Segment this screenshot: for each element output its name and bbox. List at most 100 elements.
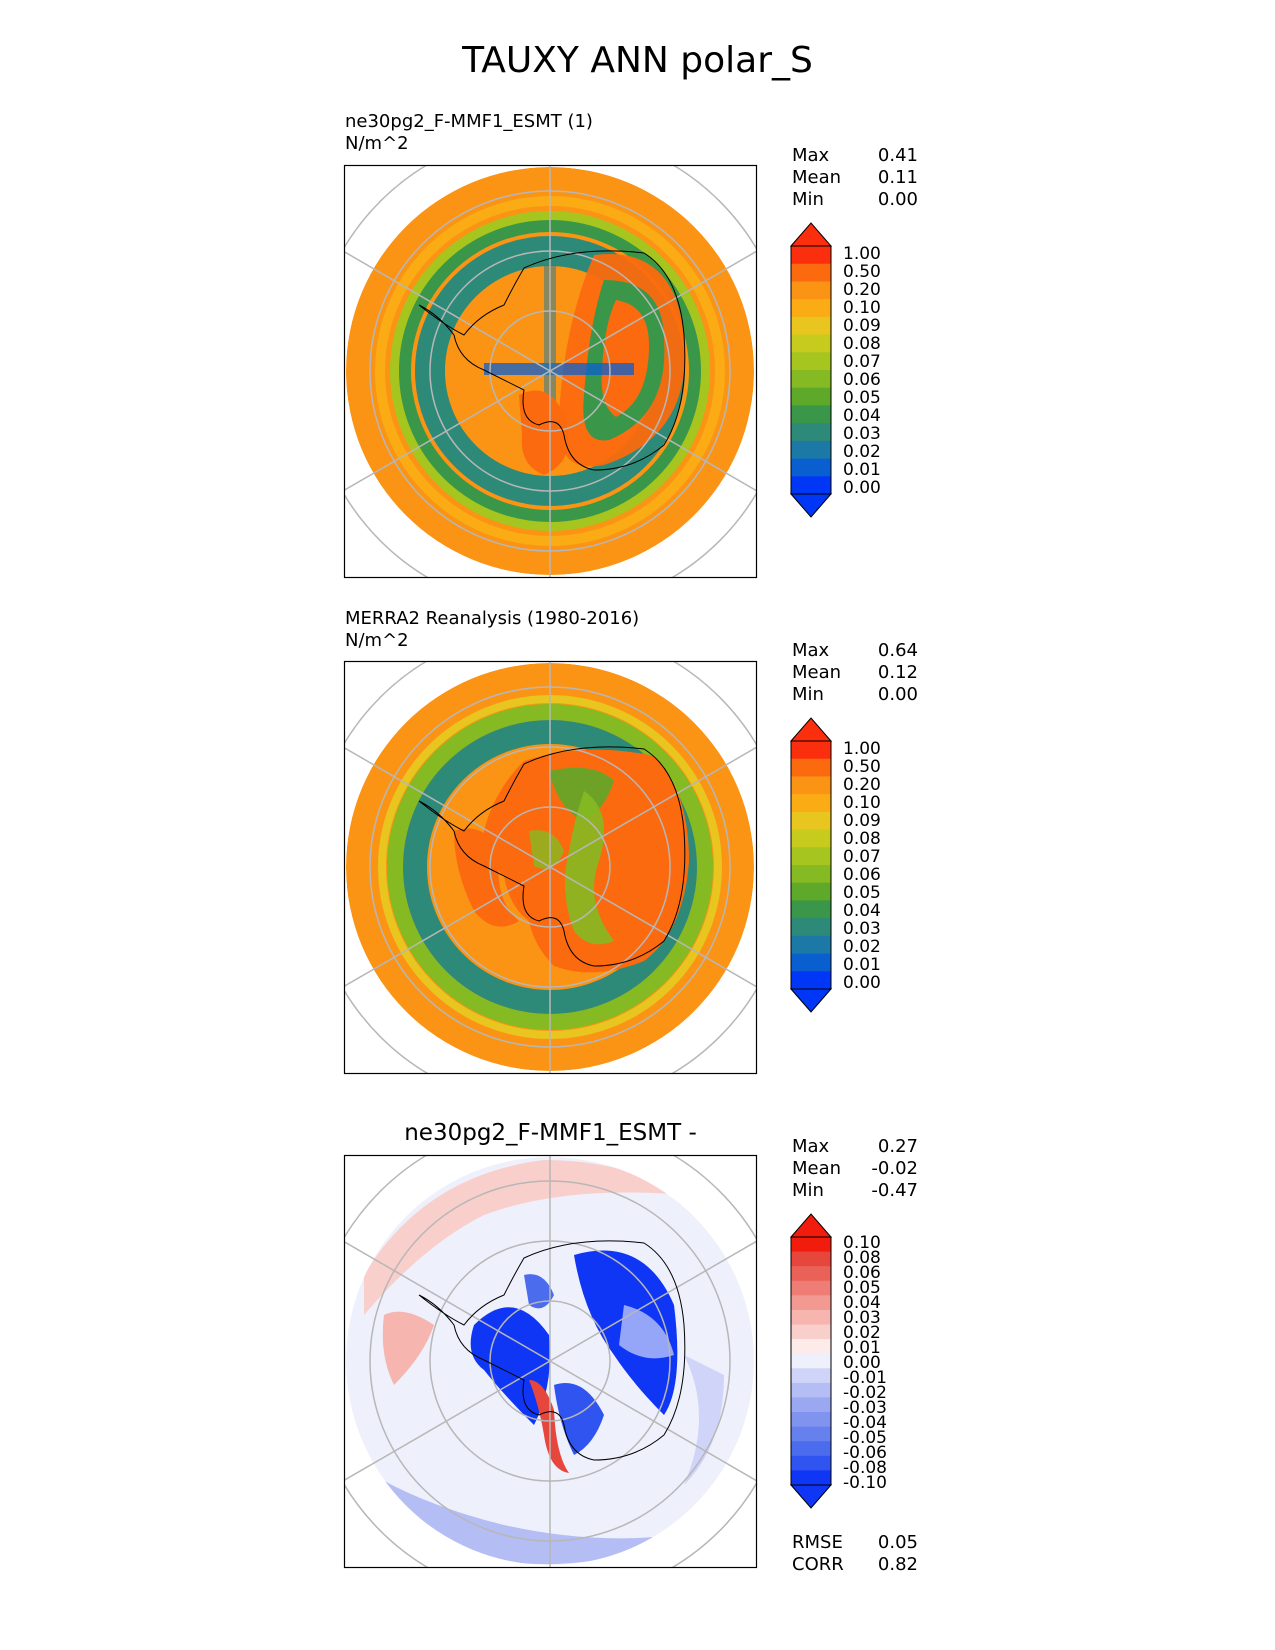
colorbar-segment <box>791 334 831 353</box>
colorbar-segment <box>791 776 831 795</box>
colorbar-extend-max <box>789 1213 833 1238</box>
colorbar-segment <box>791 758 831 778</box>
colorbar-segment <box>791 829 831 848</box>
colorbar-tick-label: 0.06 <box>843 1263 881 1283</box>
antarctica-coastline <box>418 250 686 471</box>
colorbar-segment <box>791 1237 831 1253</box>
panel-1-map <box>343 164 758 579</box>
colorbar-segment <box>791 1324 831 1340</box>
colorbar-tick-label: 0.06 <box>843 865 881 885</box>
corr-label: CORR <box>792 1554 844 1575</box>
colorbar-tick-label: 0.20 <box>843 280 881 300</box>
colorbar-segment <box>791 440 831 460</box>
colorbar-tick-label: 0.01 <box>843 955 881 975</box>
colorbar-segment <box>791 263 831 283</box>
panel-3-stat-value-mean: -0.02 <box>871 1158 918 1179</box>
panel-2-stat-label-mean: Mean <box>792 662 842 683</box>
colorbar-segment <box>791 458 831 477</box>
colorbar-segment <box>791 971 831 990</box>
colorbar-tick-label: 0.03 <box>843 424 881 444</box>
colorbar-segment <box>791 1426 831 1442</box>
panel-3-title: ne30pg2_F-MMF1_ESMT - <box>404 1120 697 1146</box>
colorbar-tick-label: 0.20 <box>843 775 881 795</box>
panel-1-stat-value-mean: 0.11 <box>877 167 918 188</box>
colorbar-tick-label: -0.03 <box>843 1398 887 1418</box>
colorbar-tick-label: 0.02 <box>843 1323 881 1343</box>
colorbar-tick-label: 0.09 <box>843 316 881 336</box>
colorbar-tick-label: 0.09 <box>843 811 881 831</box>
colorbar-segment <box>791 935 831 955</box>
colorbar-segment <box>791 1251 831 1267</box>
colorbar-tick-label: -0.02 <box>843 1383 887 1403</box>
colorbar-outline <box>790 245 832 495</box>
colorbar-segment <box>791 370 831 389</box>
colorbar-outline <box>790 740 832 990</box>
panel-2-stat-value-max: 0.64 <box>877 640 918 661</box>
colorbar-segment <box>791 1368 831 1384</box>
colorbar-segment <box>791 281 831 300</box>
colorbar-segment <box>791 423 831 442</box>
colorbar-extend-min <box>789 1484 833 1509</box>
colorbar-tick-label: 1.00 <box>843 739 881 759</box>
panel-2-map <box>343 660 758 1075</box>
colorbar-tick-label: 0.50 <box>843 262 881 282</box>
colorbar-tick-label: 0.10 <box>843 298 881 318</box>
colorbar-segment <box>791 847 831 866</box>
antarctica-coastline <box>418 1240 686 1461</box>
colorbar-tick-label: 0.00 <box>843 478 881 498</box>
colorbar-segment <box>791 316 831 336</box>
panel-2-stat-value-min: 0.00 <box>877 684 918 705</box>
graticule <box>344 661 757 1074</box>
colorbar-tick-label: 0.01 <box>843 460 881 480</box>
colorbar-tick-label: 0.08 <box>843 334 881 354</box>
colorbar-segment <box>791 387 831 407</box>
panel-1-colorbar <box>789 222 833 518</box>
panel-2-stat-value-mean: 0.12 <box>877 662 918 683</box>
colorbar-segment <box>791 1455 831 1472</box>
colorbar-segment <box>791 882 831 902</box>
colorbar-tick-label: 0.10 <box>843 1233 881 1253</box>
colorbar-segment <box>791 1441 831 1457</box>
antarctica-coastline <box>418 746 686 967</box>
colorbar-segment <box>791 246 831 265</box>
colorbar-tick-label: 0.01 <box>843 1338 881 1358</box>
colorbar-tick-label: -0.10 <box>843 1473 887 1493</box>
colorbar-segment <box>791 918 831 937</box>
colorbar-tick-label: -0.01 <box>843 1368 887 1388</box>
colorbar-segment <box>791 1412 831 1428</box>
colorbar-tick-label: 0.03 <box>843 919 881 939</box>
colorbar-tick-label: 0.05 <box>843 388 881 408</box>
colorbar-tick-label: 1.00 <box>843 244 881 264</box>
colorbar-segment <box>791 405 831 424</box>
panel-2-frame <box>343 660 758 1075</box>
panel-2-title: MERRA2 Reanalysis (1980-2016) <box>345 608 640 629</box>
colorbar-tick-label: 0.00 <box>843 1353 881 1373</box>
colorbar-tick-label: 0.04 <box>843 1293 881 1313</box>
panel-3-stat-label-mean: Mean <box>792 1158 842 1179</box>
colorbar-segment <box>791 1397 831 1413</box>
colorbar-tick-label: 0.10 <box>843 793 881 813</box>
colorbar-segment <box>791 352 831 371</box>
figure-title: TAUXY ANN polar_S <box>462 40 813 81</box>
colorbar-tick-label: 0.07 <box>843 847 881 867</box>
colorbar-segment <box>791 953 831 972</box>
panel-2-colorbar <box>789 717 833 1013</box>
colorbar-tick-label: 0.05 <box>843 1278 881 1298</box>
colorbar-segment <box>791 1470 831 1486</box>
colorbar-tick-label: 0.08 <box>843 829 881 849</box>
panel-3-stat-label-max: Max <box>792 1136 830 1157</box>
panel-2-stat-label-max: Max <box>792 640 830 661</box>
panel-1-stat-label-min: Min <box>792 189 824 210</box>
panel-2-stat-label-min: Min <box>792 684 824 705</box>
panel-3-map <box>343 1154 758 1569</box>
colorbar-tick-label: 0.07 <box>843 352 881 372</box>
colorbar-segment <box>791 1266 831 1282</box>
colorbar-segment <box>791 1295 831 1311</box>
colorbar-segment <box>791 1382 831 1399</box>
colorbar-tick-label: 0.04 <box>843 901 881 921</box>
rmse-label: RMSE <box>792 1532 843 1553</box>
colorbar-extend-max <box>789 222 833 247</box>
colorbar-outline <box>790 1236 832 1486</box>
colorbar-segment <box>791 900 831 919</box>
colorbar-tick-label: 0.06 <box>843 370 881 390</box>
